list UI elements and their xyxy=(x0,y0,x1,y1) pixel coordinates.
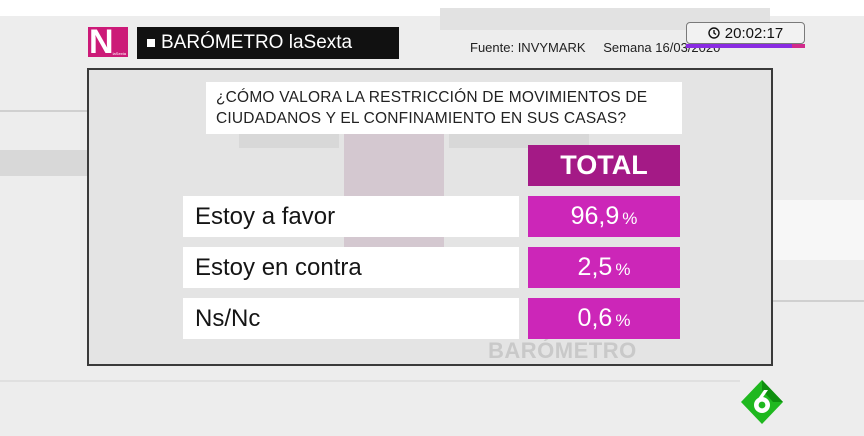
answer-label-favor: Estoy a favor xyxy=(183,196,519,237)
value-number: 2,5 xyxy=(577,253,613,281)
watermark-bar xyxy=(449,130,589,148)
answer-label-contra: Estoy en contra xyxy=(183,247,519,288)
logo-subtext: laSexta xyxy=(112,51,126,56)
answer-value-favor: 96,9 % xyxy=(528,196,680,237)
clock-underline-accent xyxy=(792,44,805,48)
channel-n-logo: N laSexta xyxy=(88,27,128,57)
barometro-watermark: BARÓMETRO xyxy=(488,338,637,363)
logo-letter: N xyxy=(89,27,114,57)
value-number: 0,6 xyxy=(577,304,613,332)
total-column-header: TOTAL xyxy=(528,145,680,186)
clock-time: 20:02:17 xyxy=(724,24,784,42)
background-line xyxy=(773,300,864,302)
survey-question: ¿CÓMO VALORA LA RESTRICCIÓN DE MOVIMIENT… xyxy=(206,82,682,134)
background-stripe xyxy=(773,200,864,260)
program-title-bar: BARÓMETRO laSexta xyxy=(137,27,399,59)
value-unit: % xyxy=(622,209,638,228)
clock: 20:02:17 xyxy=(686,22,805,44)
program-title: BARÓMETRO laSexta xyxy=(161,32,353,53)
lasexta-six-logo xyxy=(741,380,783,424)
value-unit: % xyxy=(615,260,631,279)
value-number: 96,9 xyxy=(570,202,620,230)
answer-value-contra: 2,5 % xyxy=(528,247,680,288)
answer-value-nsnc: 0,6 % xyxy=(528,298,680,339)
background-stripe xyxy=(0,150,90,176)
clock-underline xyxy=(686,44,805,48)
background-line xyxy=(0,110,90,112)
watermark-bar xyxy=(239,130,339,148)
background-line xyxy=(0,380,740,382)
source-text: Fuente: INVYMARK xyxy=(470,40,586,55)
value-unit: % xyxy=(615,311,631,330)
answer-label-nsnc: Ns/Nc xyxy=(183,298,519,339)
clock-icon xyxy=(708,27,720,39)
square-bullet-icon xyxy=(147,39,155,47)
